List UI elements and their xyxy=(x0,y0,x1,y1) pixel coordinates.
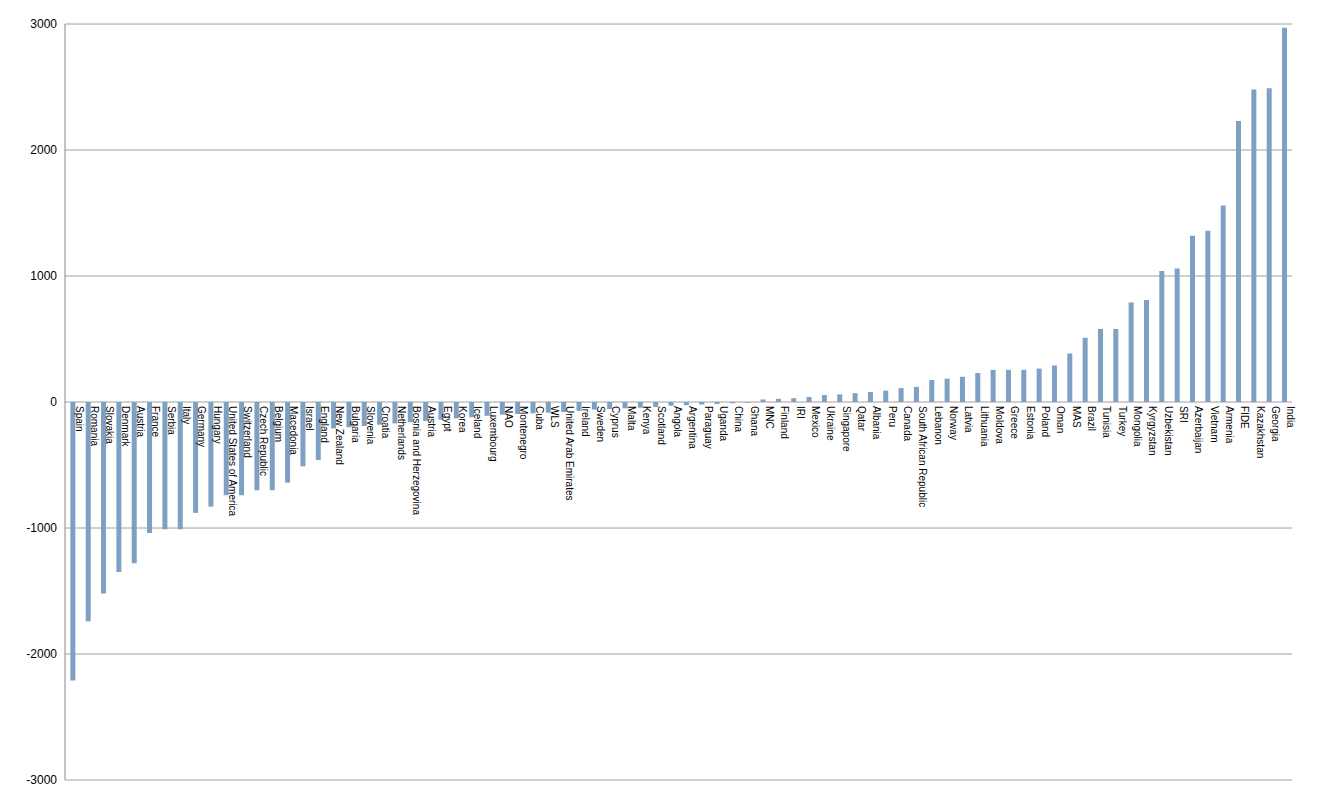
svg-text:Kazakhstan: Kazakhstan xyxy=(1255,406,1266,458)
svg-text:-2000: -2000 xyxy=(26,647,57,661)
svg-text:Iceland: Iceland xyxy=(472,406,483,438)
svg-text:Luxembourg: Luxembourg xyxy=(488,406,499,462)
svg-text:Qatar: Qatar xyxy=(856,406,867,432)
svg-text:Ghana: Ghana xyxy=(749,406,760,436)
svg-text:Argentina: Argentina xyxy=(687,406,698,449)
svg-text:Singapore: Singapore xyxy=(841,406,852,452)
svg-text:Angola: Angola xyxy=(672,406,683,438)
svg-text:Czech Republic: Czech Republic xyxy=(258,406,269,476)
svg-text:Switzerland: Switzerland xyxy=(242,406,253,458)
svg-text:Malta: Malta xyxy=(626,406,637,431)
svg-text:Albania: Albania xyxy=(871,406,882,440)
svg-text:Finland: Finland xyxy=(779,406,790,439)
svg-text:England: England xyxy=(319,406,330,443)
svg-text:Montenegro: Montenegro xyxy=(518,406,529,460)
svg-text:Egypt: Egypt xyxy=(442,406,453,432)
svg-text:United States of America: United States of America xyxy=(227,406,238,516)
svg-text:Serbia: Serbia xyxy=(166,406,177,435)
svg-text:1000: 1000 xyxy=(30,269,57,283)
svg-text:Germany: Germany xyxy=(196,406,207,447)
svg-text:Uzbekistan: Uzbekistan xyxy=(1163,406,1174,455)
svg-text:Moldova: Moldova xyxy=(994,406,1005,444)
svg-text:Norway: Norway xyxy=(948,406,959,440)
svg-text:Oman: Oman xyxy=(1055,406,1066,433)
svg-text:France: France xyxy=(150,406,161,438)
svg-text:Estonia: Estonia xyxy=(1025,406,1036,440)
svg-text:Cyprus: Cyprus xyxy=(610,406,621,438)
svg-text:Kyrgyzstan: Kyrgyzstan xyxy=(1147,406,1158,455)
svg-text:Austria: Austria xyxy=(426,406,437,438)
svg-text:Spain: Spain xyxy=(74,406,85,432)
svg-text:Belgium: Belgium xyxy=(273,406,284,442)
svg-text:-1000: -1000 xyxy=(26,521,57,535)
svg-text:Italy: Italy xyxy=(181,406,192,424)
svg-text:Canada: Canada xyxy=(902,406,913,441)
svg-text:Israel: Israel xyxy=(304,406,315,430)
svg-text:FIDE: FIDE xyxy=(1239,406,1250,429)
svg-text:-3000: -3000 xyxy=(26,773,57,787)
svg-text:United Arab Emirates: United Arab Emirates xyxy=(564,406,575,501)
svg-text:Cuba: Cuba xyxy=(534,406,545,430)
svg-text:South African Republic: South African Republic xyxy=(917,406,928,507)
svg-text:Kenya: Kenya xyxy=(641,406,652,435)
svg-text:Bulgaria: Bulgaria xyxy=(350,406,361,443)
svg-text:SRI: SRI xyxy=(1178,406,1189,423)
svg-text:Lithuania: Lithuania xyxy=(979,406,990,447)
svg-text:Azerbaijan: Azerbaijan xyxy=(1193,406,1204,453)
svg-text:Vietnam: Vietnam xyxy=(1209,406,1220,443)
svg-text:MNC: MNC xyxy=(764,406,775,429)
svg-text:Ireland: Ireland xyxy=(580,406,591,437)
svg-text:Slovenia: Slovenia xyxy=(365,406,376,445)
svg-text:0: 0 xyxy=(50,395,57,409)
svg-text:Armenia: Armenia xyxy=(1224,406,1235,444)
svg-text:Peru: Peru xyxy=(887,406,898,427)
svg-text:3000: 3000 xyxy=(30,17,57,31)
svg-text:Uganda: Uganda xyxy=(718,406,729,441)
svg-text:Lebanon: Lebanon xyxy=(933,406,944,445)
svg-text:Mongolia: Mongolia xyxy=(1132,406,1143,447)
svg-text:Romania: Romania xyxy=(89,406,100,446)
svg-text:New Zealand: New Zealand xyxy=(334,406,345,465)
svg-text:Slovakia: Slovakia xyxy=(104,406,115,444)
svg-text:Paraguay: Paraguay xyxy=(703,406,714,449)
svg-text:Austria: Austria xyxy=(135,406,146,438)
svg-text:Tunisia: Tunisia xyxy=(1101,406,1112,438)
svg-text:Latvia: Latvia xyxy=(963,406,974,433)
svg-text:Poland: Poland xyxy=(1040,406,1051,437)
svg-text:Turkey: Turkey xyxy=(1117,406,1128,436)
svg-text:Croatia: Croatia xyxy=(380,406,391,439)
svg-text:Brazil: Brazil xyxy=(1086,406,1097,431)
svg-text:Denmark: Denmark xyxy=(120,406,131,448)
svg-text:Ukraine: Ukraine xyxy=(825,406,836,441)
svg-text:Korea: Korea xyxy=(457,406,468,433)
svg-text:Mexico: Mexico xyxy=(810,406,821,438)
svg-text:NAO: NAO xyxy=(503,406,514,428)
svg-text:India: India xyxy=(1285,406,1296,428)
svg-text:Bosnia and Herzegovina: Bosnia and Herzegovina xyxy=(411,406,422,515)
svg-text:Hungary: Hungary xyxy=(212,406,223,444)
svg-text:China: China xyxy=(733,406,744,433)
svg-text:Sweden: Sweden xyxy=(595,406,606,442)
svg-text:2000: 2000 xyxy=(30,143,57,157)
svg-text:Macedonia: Macedonia xyxy=(288,406,299,455)
svg-text:Scotland: Scotland xyxy=(656,406,667,445)
svg-text:WLS: WLS xyxy=(549,406,560,428)
svg-text:IRI: IRI xyxy=(795,406,806,419)
svg-text:Netherlands: Netherlands xyxy=(396,406,407,460)
svg-text:Greece: Greece xyxy=(1009,406,1020,439)
svg-text:Georgia: Georgia xyxy=(1270,406,1281,442)
svg-text:MAS: MAS xyxy=(1071,406,1082,428)
